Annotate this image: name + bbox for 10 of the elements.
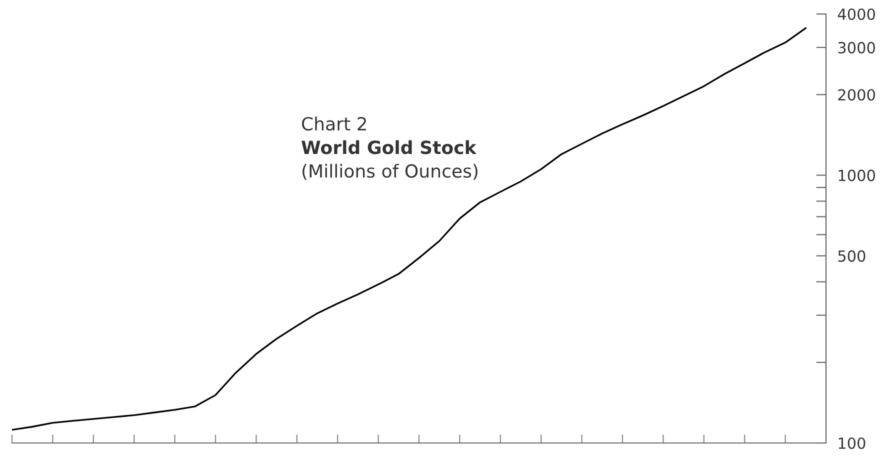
y-tick-label: 100 — [838, 437, 866, 450]
y-tick-label: 4000 — [838, 8, 875, 20]
y-tick-label: 2000 — [838, 89, 875, 101]
text: (Millions of Ounces) — [302, 164, 478, 180]
y-tick-label: 500 — [838, 250, 866, 262]
text: World Gold Stock — [302, 140, 477, 154]
y-tick-label: 1000 — [838, 170, 875, 182]
line-series — [12, 27, 806, 431]
y-tick-label: 3000 — [838, 42, 875, 54]
annotation: Chart 2 — [302, 116, 366, 131]
